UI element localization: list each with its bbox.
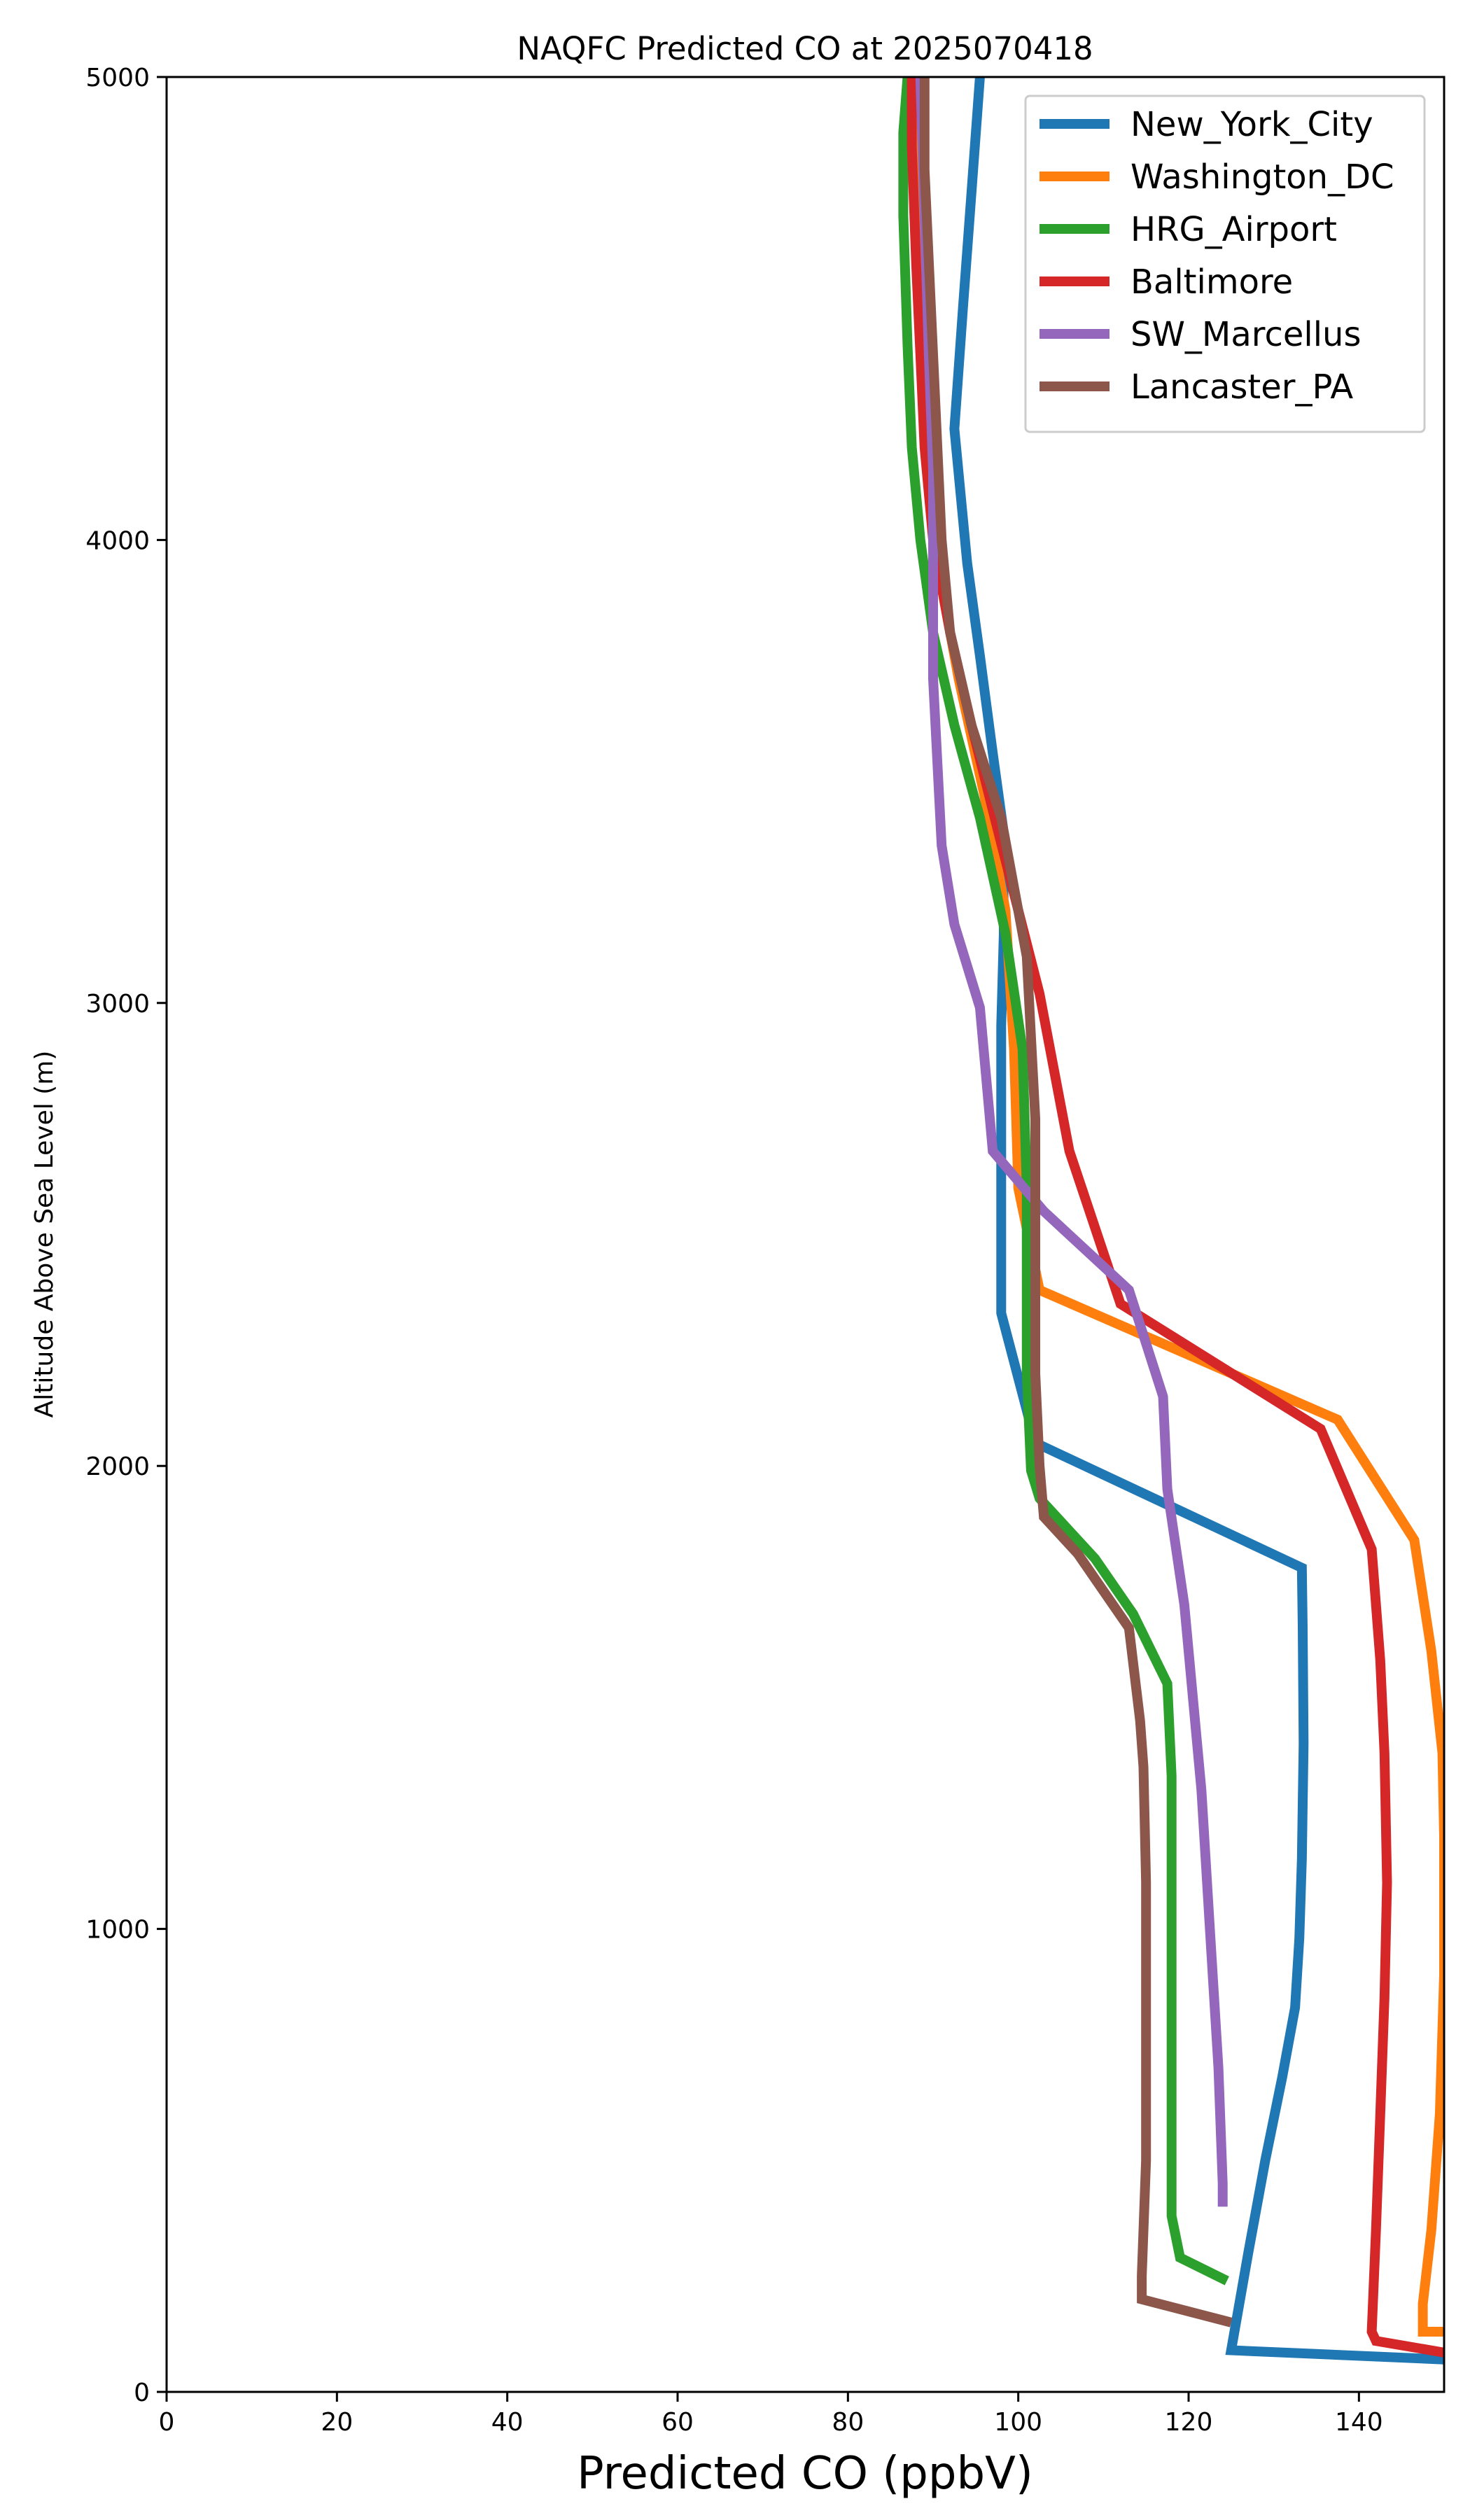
legend-label: SW_Marcellus <box>1130 315 1361 354</box>
y-tick-label: 5000 <box>85 64 150 92</box>
series-line-hrg-airport <box>898 77 1229 2286</box>
plot-frame <box>165 76 1446 2393</box>
legend-label: Baltimore <box>1130 262 1293 302</box>
series-line-lancaster-pa <box>919 77 1233 2328</box>
legend-label: HRG_Airport <box>1130 210 1337 249</box>
x-tick-label: 120 <box>1165 2408 1213 2437</box>
y-tick-label: 0 <box>134 2379 150 2407</box>
y-axis: 0 1000 2000 3000 4000 5000 <box>85 64 167 2407</box>
x-axis: 0 20 40 60 80 100 120 140 <box>159 2392 1383 2437</box>
y-tick-label: 4000 <box>85 526 150 555</box>
legend-label: New_York_City <box>1130 105 1373 144</box>
x-tick-label: 0 <box>159 2408 175 2437</box>
series-line-baltimore <box>906 77 1444 2358</box>
series-line-new-york-city <box>949 77 1444 2365</box>
x-tick-label: 140 <box>1335 2408 1383 2437</box>
x-tick-label: 100 <box>994 2408 1042 2437</box>
y-tick-label: 1000 <box>85 1916 150 1945</box>
x-tick-label: 40 <box>491 2408 524 2437</box>
series-layer <box>898 77 1444 2365</box>
legend-label: Washington_DC <box>1130 158 1394 197</box>
legend-box <box>1024 94 1426 433</box>
y-axis-label: Altitude Above Sea Level (m) <box>30 1051 59 1418</box>
x-tick-label: 60 <box>662 2408 694 2437</box>
y-tick-label: 3000 <box>85 990 150 1018</box>
chart-title: NAQFC Predicted CO at 2025070418 <box>517 30 1093 67</box>
series-line-sw-marcellus <box>915 77 1228 2207</box>
legend: New_York_City Washington_DC HRG_Airport Bal… <box>1024 94 1426 433</box>
x-tick-label: 80 <box>832 2408 864 2437</box>
x-axis-label: Predicted CO (ppbV) <box>577 2448 1033 2500</box>
legend-label: Lancaster_PA <box>1130 368 1353 407</box>
x-tick-label: 20 <box>321 2408 353 2437</box>
y-tick-label: 2000 <box>85 1452 150 1481</box>
